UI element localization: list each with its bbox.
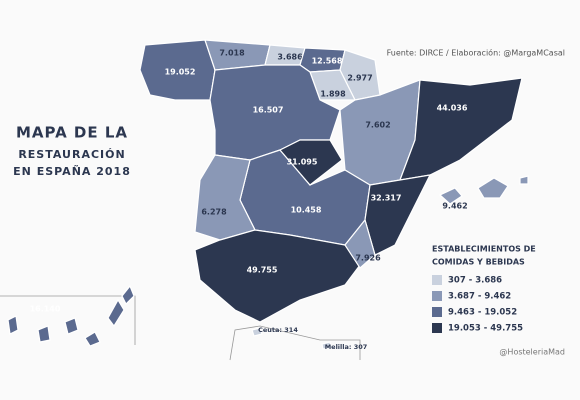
- region: [64, 317, 79, 335]
- region-label: 12.568: [312, 57, 343, 66]
- legend-label: 307 - 3.686: [448, 276, 502, 286]
- region-label: 9.462: [442, 202, 467, 211]
- region-label: 6.278: [201, 208, 227, 217]
- region-label: 7.602: [365, 121, 390, 130]
- region-label: 1.898: [320, 90, 346, 99]
- legend-label: 3.687 - 9.462: [448, 292, 511, 302]
- title-line: EN ESPAÑA 2018: [13, 165, 131, 178]
- region-label: 49.755: [247, 266, 278, 275]
- source: Fuente: DIRCE / Elaboración: @MargaMCasa…: [387, 48, 565, 58]
- region: [194, 229, 361, 323]
- credit: @HosteleriaMad: [499, 348, 565, 357]
- region: [519, 175, 529, 185]
- region-label: 44.036: [437, 104, 468, 113]
- legend-swatch: [432, 307, 442, 317]
- region: [477, 177, 509, 199]
- region: [251, 327, 263, 337]
- region-label: 7.018: [219, 49, 245, 58]
- region: [438, 187, 463, 205]
- legend-label: 19.053 - 49.755: [448, 324, 523, 334]
- africa-coast: [229, 325, 361, 361]
- title-line: RESTAURACIÓN: [18, 148, 125, 161]
- region: [107, 298, 125, 328]
- region: [344, 218, 376, 269]
- legend-swatch: [432, 323, 442, 333]
- region-label: 16.140: [30, 305, 61, 314]
- region-label: Ceuta: 314: [258, 326, 298, 334]
- region: [37, 325, 51, 343]
- region-label: 31.095: [287, 158, 318, 167]
- region-label: 3.686: [277, 53, 303, 62]
- region: [279, 139, 343, 186]
- region-label: Melilla: 307: [325, 343, 368, 351]
- legend-swatch: [432, 291, 442, 301]
- region: [7, 315, 19, 335]
- canarias-frame: [0, 295, 136, 345]
- legend-title: COMIDAS Y BEBIDAS: [432, 258, 525, 267]
- region: [84, 331, 101, 347]
- region-label: 2.977: [347, 74, 372, 83]
- title-line: MAPA DE LA: [16, 124, 128, 142]
- legend-swatch: [432, 275, 442, 285]
- region-label: 32.317: [371, 194, 402, 203]
- region: [321, 341, 332, 350]
- region-label: 10.458: [291, 206, 322, 215]
- region: [121, 284, 135, 306]
- region: [399, 77, 523, 181]
- legend-title: ESTABLECIMIENTOS DE: [432, 245, 536, 254]
- region-label: 16.507: [253, 106, 284, 115]
- legend-label: 9.463 - 19.052: [448, 308, 517, 318]
- region-label: 7.926: [355, 254, 381, 263]
- region-label: 19.052: [165, 68, 196, 77]
